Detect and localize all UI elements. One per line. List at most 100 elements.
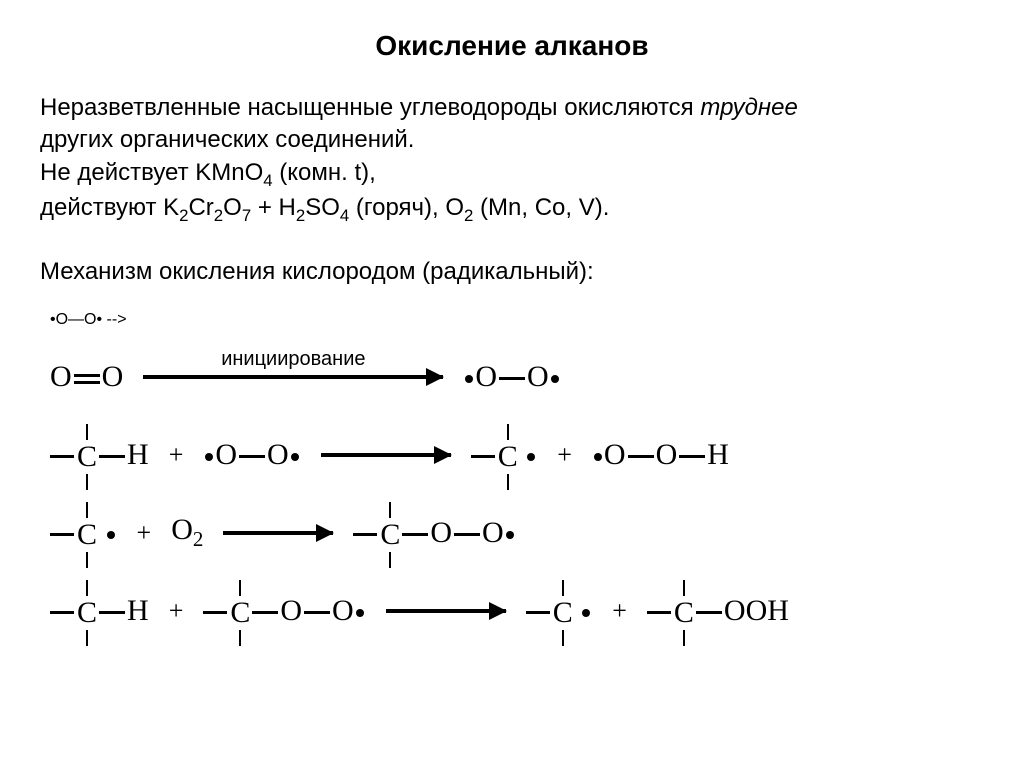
atom-c: C bbox=[674, 598, 694, 628]
single-bond bbox=[499, 377, 525, 380]
page-title: Окисление алканов bbox=[40, 30, 984, 62]
radical-dot bbox=[356, 609, 364, 617]
single-bond bbox=[239, 455, 265, 458]
double-bond bbox=[74, 374, 100, 384]
carbon-fragment: C bbox=[203, 598, 250, 628]
intro-line4-s4: 2 bbox=[296, 206, 305, 225]
species-c-o-o-radical: C OO bbox=[353, 516, 515, 550]
atom-c: C bbox=[77, 520, 97, 550]
species-o2-molecule: OO bbox=[50, 360, 123, 394]
single-bond bbox=[99, 455, 125, 458]
carbon-fragment: C bbox=[526, 598, 573, 628]
intro-line2: других органических соединений. bbox=[40, 126, 414, 153]
atom-o: O bbox=[656, 438, 678, 471]
intro-line4-s5: 4 bbox=[340, 206, 349, 225]
atom-c: C bbox=[553, 598, 573, 628]
plus-sign: + bbox=[169, 440, 184, 470]
plus-sign: + bbox=[612, 596, 627, 626]
species-c-radical: C bbox=[526, 594, 593, 628]
reaction-arrow bbox=[321, 453, 451, 457]
atom-c: C bbox=[498, 442, 518, 472]
atom-o: O bbox=[280, 594, 302, 627]
reaction-arrow: инициирование bbox=[143, 375, 443, 379]
intro-line4-s3: 7 bbox=[242, 206, 251, 225]
reaction-row-2: C H + OO C + OOH bbox=[50, 425, 984, 485]
atom-o: O bbox=[102, 360, 124, 393]
atom-o: O bbox=[332, 594, 354, 627]
radical-dot bbox=[291, 453, 299, 461]
species-c-o-o-radical: C OO bbox=[203, 594, 365, 628]
atom-h: H bbox=[707, 438, 729, 471]
plus-sign: + bbox=[557, 440, 572, 470]
radical-dot bbox=[551, 375, 559, 383]
intro-line3-pre: Не действует KMnO bbox=[40, 159, 263, 186]
atom-o: O bbox=[430, 516, 452, 549]
arrow-label-initiation: инициирование bbox=[221, 348, 365, 371]
subscript-2: 2 bbox=[193, 527, 204, 551]
carbon-fragment: C bbox=[50, 442, 97, 472]
intro-line4-s6: 2 bbox=[464, 206, 473, 225]
reaction-row-4: C H + C OO C + C OOH bbox=[50, 581, 984, 641]
atom-o: O bbox=[171, 513, 193, 546]
radical-dot bbox=[582, 609, 590, 617]
reaction-arrow bbox=[223, 531, 333, 535]
atom-o: O bbox=[527, 360, 549, 393]
single-bond bbox=[252, 611, 278, 614]
carbon-fragment: C bbox=[50, 520, 97, 550]
intro-line4-b: Cr bbox=[188, 194, 213, 221]
intro-line4-c: O bbox=[223, 194, 242, 221]
intro-line4-s2: 2 bbox=[214, 206, 223, 225]
atom-o: O bbox=[604, 438, 626, 471]
radical-dot bbox=[465, 375, 473, 383]
intro-line4-g: (Mn, Co, V). bbox=[473, 194, 609, 221]
atom-h: H bbox=[127, 594, 149, 627]
carbon-fragment: C bbox=[353, 520, 400, 550]
species-c-h: C H bbox=[50, 594, 149, 628]
intro-line3-sub: 4 bbox=[263, 171, 272, 190]
species-c-h: C H bbox=[50, 438, 149, 472]
reaction-arrow bbox=[386, 609, 506, 613]
species-o-o-diradical: OO bbox=[463, 360, 560, 394]
intro-line4-d: + H bbox=[251, 194, 296, 221]
intro-line3-post: (комн. t), bbox=[273, 159, 376, 186]
single-bond bbox=[304, 611, 330, 614]
atom-o: O bbox=[267, 438, 289, 471]
reaction-row-3: C + O2 C OO bbox=[50, 503, 984, 563]
intro-line1a: Неразветвленные насыщенные углеводороды … bbox=[40, 94, 700, 121]
intro-emph: труднее bbox=[700, 94, 797, 121]
radical-dot bbox=[527, 453, 535, 461]
reaction-row-1: OO инициирование OO bbox=[50, 347, 984, 407]
single-bond bbox=[454, 533, 480, 536]
mechanism-heading: Механизм окисления кислородом (радикальн… bbox=[40, 258, 984, 286]
species-hoo-radical: OOH bbox=[592, 438, 729, 472]
carbon-fragment: C bbox=[647, 598, 694, 628]
reaction-scheme: •O—O• --> OO инициирование OO C H + OO bbox=[40, 311, 984, 641]
atom-o: O bbox=[482, 516, 504, 549]
carbon-fragment: C bbox=[50, 598, 97, 628]
page: Окисление алканов Неразветвленные насыще… bbox=[0, 0, 1024, 671]
species-c-radical: C bbox=[50, 516, 117, 550]
atom-c: C bbox=[380, 520, 400, 550]
plus-sign: + bbox=[169, 596, 184, 626]
species-o-o-diradical: OO bbox=[203, 438, 300, 472]
atom-c: C bbox=[77, 442, 97, 472]
species-c-radical: C bbox=[471, 438, 538, 472]
single-bond bbox=[679, 455, 705, 458]
species-c-ooh: C OOH bbox=[647, 594, 789, 628]
single-bond bbox=[628, 455, 654, 458]
atom-o: O bbox=[50, 360, 72, 393]
plus-sign: + bbox=[137, 518, 152, 548]
single-bond bbox=[402, 533, 428, 536]
radical-dot bbox=[205, 453, 213, 461]
atom-c: C bbox=[230, 598, 250, 628]
atom-c: C bbox=[77, 598, 97, 628]
single-bond bbox=[99, 611, 125, 614]
radical-dot bbox=[594, 453, 602, 461]
atom-o: O bbox=[475, 360, 497, 393]
radical-dot bbox=[107, 531, 115, 539]
species-o2: O2 bbox=[171, 513, 203, 552]
intro-line4-f: (горяч), O bbox=[349, 194, 464, 221]
group-ooh: OOH bbox=[724, 594, 789, 627]
carbon-fragment: C bbox=[471, 442, 518, 472]
atom-h: H bbox=[127, 438, 149, 471]
